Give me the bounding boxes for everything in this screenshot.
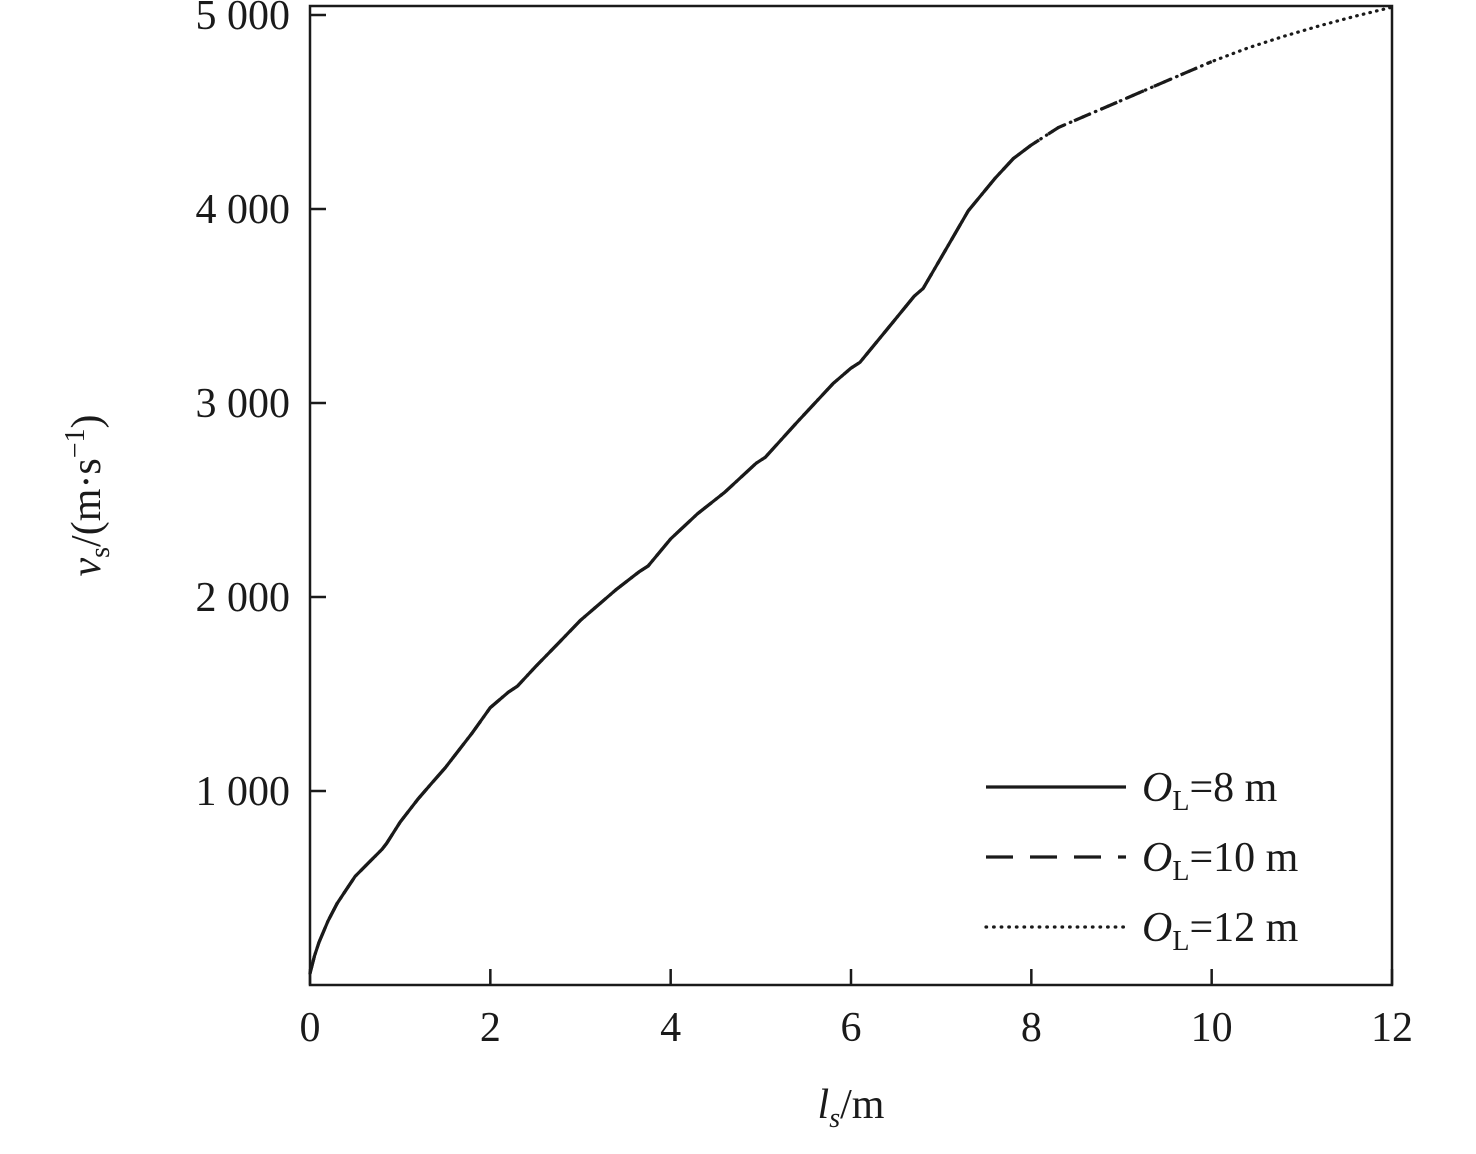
series-line-dashed xyxy=(308,60,1213,974)
legend-label: OL=10 m xyxy=(1142,835,1299,887)
x-tick-label: 0 xyxy=(300,1005,321,1051)
y-tick-label: 2 000 xyxy=(196,575,291,621)
x-tick-label: 6 xyxy=(841,1005,862,1051)
x-tick-label: 2 xyxy=(480,1005,501,1051)
legend-label: OL=8 m xyxy=(1142,765,1278,817)
series-line-dotted xyxy=(308,5,1394,975)
x-tick-label: 12 xyxy=(1371,1005,1413,1051)
y-tick-label: 5 000 xyxy=(196,0,291,39)
y-tick-label: 4 000 xyxy=(196,187,291,233)
x-tick-label: 4 xyxy=(660,1005,681,1051)
y-tick-label: 3 000 xyxy=(196,381,291,427)
y-tick-label: 1 000 xyxy=(196,769,291,815)
y-axis-label: vs/(m·s−1) xyxy=(60,414,116,576)
legend-label: OL=12 m xyxy=(1142,905,1299,957)
legend: OL=8 m OL=10 m OL=12 m xyxy=(984,765,1299,957)
x-tick-label: 10 xyxy=(1191,1005,1233,1051)
series-line-solid xyxy=(308,143,1033,974)
x-axis-label: ls/m xyxy=(818,1082,885,1134)
x-tick-label: 8 xyxy=(1021,1005,1042,1051)
